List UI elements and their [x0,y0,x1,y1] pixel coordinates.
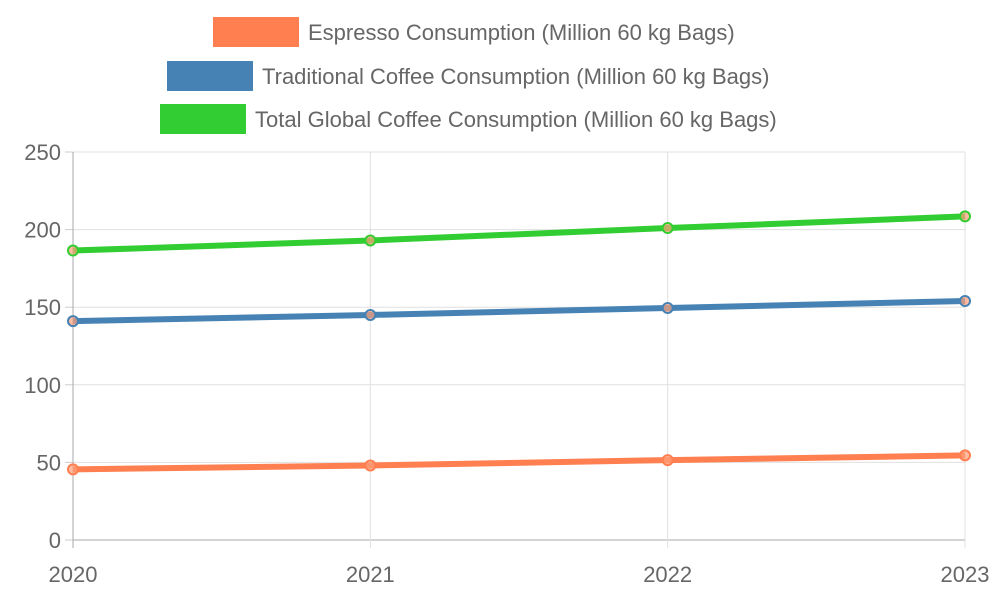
x-tick-label: 2022 [643,562,692,587]
data-point[interactable] [661,222,674,235]
legend-swatch[interactable] [213,17,299,47]
data-point[interactable] [959,210,971,223]
data-point[interactable] [364,308,377,321]
series-line [72,213,966,254]
x-tick-label: 2023 [941,562,990,587]
data-point[interactable] [959,294,971,307]
legend-swatch[interactable] [167,61,253,91]
data-point[interactable] [661,454,674,467]
y-tick-label: 100 [24,373,61,398]
series-line [72,452,966,473]
y-tick-label: 50 [37,450,61,475]
x-tick-label: 2020 [49,562,98,587]
data-point[interactable] [67,244,79,257]
y-tick-label: 0 [49,528,61,553]
legend-label[interactable]: Espresso Consumption (Million 60 kg Bags… [308,20,735,45]
legend-label[interactable]: Total Global Coffee Consumption (Million… [255,107,777,132]
data-point[interactable] [67,463,79,476]
legend-swatch[interactable] [160,104,246,134]
legend-label[interactable]: Traditional Coffee Consumption (Million … [262,64,769,89]
data-point[interactable] [364,459,377,472]
data-point[interactable] [364,234,377,247]
y-tick-label: 150 [24,295,61,320]
data-point[interactable] [67,315,79,328]
x-tick-label: 2021 [346,562,395,587]
y-tick-label: 200 [24,218,61,243]
series-line [72,297,966,325]
data-point[interactable] [959,449,971,462]
y-tick-label: 250 [24,140,61,165]
data-point[interactable] [661,301,674,314]
